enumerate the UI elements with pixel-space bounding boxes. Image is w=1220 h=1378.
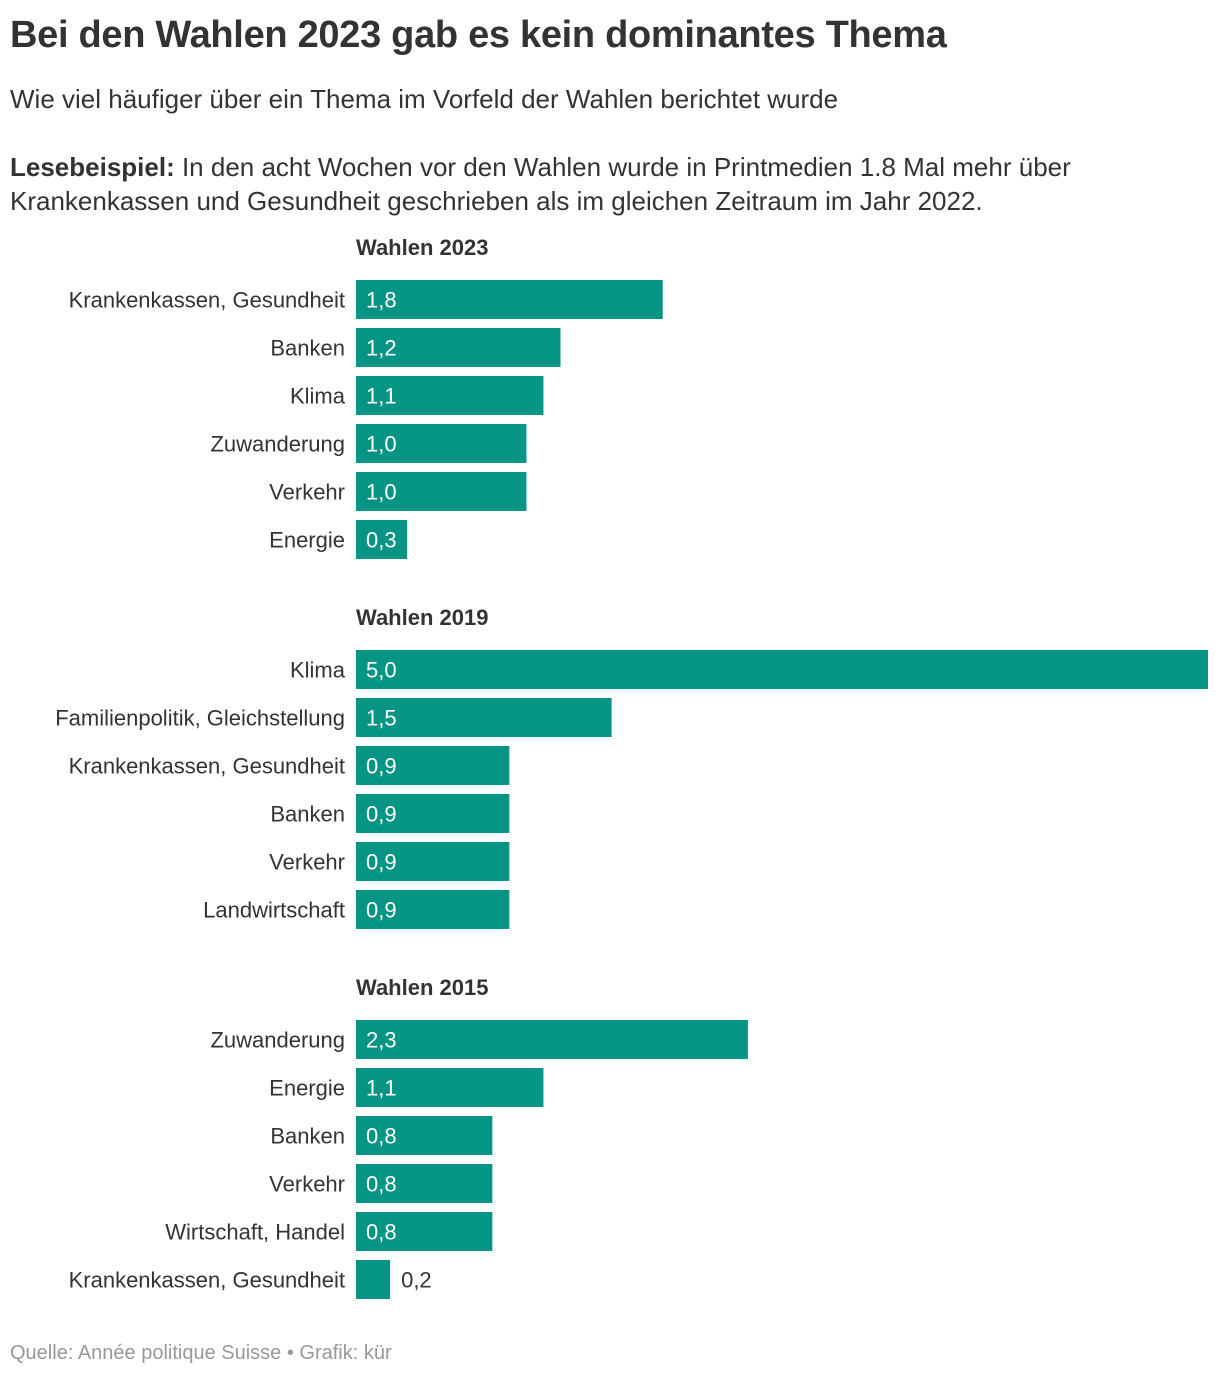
category-label: Energie — [269, 528, 345, 553]
category-label: Krankenkassen, Gesundheit — [69, 754, 345, 779]
reading-example-text: In den acht Wochen vor den Wahlen wurde … — [10, 152, 1071, 216]
panel-1: Wahlen 2023 Krankenkassen, Gesundheit 1,8 B… — [69, 235, 663, 559]
bar — [356, 650, 1208, 689]
bar — [356, 1164, 493, 1203]
bar — [356, 842, 510, 881]
bar — [356, 520, 408, 559]
value-label: 1,2 — [366, 336, 397, 361]
bar — [356, 424, 527, 463]
bar — [356, 890, 510, 929]
category-label: Verkehr — [269, 1172, 345, 1197]
source-note: Quelle: Année politique Suisse • Grafik:… — [10, 1342, 392, 1364]
bar — [356, 376, 544, 415]
category-label: Energie — [269, 1076, 345, 1101]
value-label: 0,8 — [366, 1172, 397, 1197]
value-label: 0,9 — [366, 850, 397, 875]
value-label: 0,9 — [366, 802, 397, 827]
category-label: Banken — [270, 1124, 345, 1149]
category-label: Wirtschaft, Handel — [165, 1220, 345, 1245]
bar — [356, 1068, 544, 1107]
category-label: Landwirtschaft — [203, 898, 345, 923]
bar — [356, 746, 510, 785]
category-label: Krankenkassen, Gesundheit — [69, 1268, 345, 1293]
bar — [356, 1212, 493, 1251]
value-label: 1,1 — [366, 384, 397, 409]
chart-title: Bei den Wahlen 2023 gab es kein dominant… — [10, 14, 947, 56]
panel-title: Wahlen 2023 — [356, 235, 488, 260]
category-label: Klima — [290, 384, 346, 409]
value-label: 0,9 — [366, 754, 397, 779]
bar — [356, 328, 561, 367]
bar-chart: Wahlen 2023 Krankenkassen, Gesundheit 1,8 B… — [55, 235, 1208, 1299]
bar — [356, 1260, 391, 1299]
value-label: 1,1 — [366, 1076, 397, 1101]
category-label: Banken — [270, 802, 345, 827]
category-label: Zuwanderung — [210, 432, 345, 457]
value-label: 1,0 — [366, 432, 397, 457]
panel-3: Wahlen 2015 Zuwanderung 2,3 Energie 1,1 Banke… — [69, 975, 748, 1299]
value-label: 1,0 — [366, 480, 397, 505]
category-label: Banken — [270, 336, 345, 361]
bar — [356, 698, 612, 737]
category-label: Familienpolitik, Gleichstellung — [55, 706, 345, 731]
category-label: Verkehr — [269, 480, 345, 505]
value-label: 2,3 — [366, 1028, 397, 1053]
reading-example-lead: Lesebeispiel: — [10, 152, 175, 182]
bar — [356, 472, 527, 511]
bar — [356, 1020, 748, 1059]
value-label: 0,8 — [366, 1220, 397, 1245]
bar — [356, 794, 510, 833]
panel-title: Wahlen 2015 — [356, 975, 488, 1000]
panel-2: Wahlen 2019 Klima 5,0 Familienpolitik, Glei… — [55, 605, 1208, 929]
value-label: 0,9 — [366, 898, 397, 923]
category-label: Klima — [290, 658, 346, 683]
value-label: 1,5 — [366, 706, 397, 731]
category-label: Verkehr — [269, 850, 345, 875]
value-label: 0,2 — [401, 1268, 432, 1293]
value-label: 0,3 — [366, 528, 397, 553]
bar — [356, 1116, 493, 1155]
chart-subtitle: Wie viel häufiger über ein Thema im Vorf… — [10, 84, 839, 114]
value-label: 1,8 — [366, 288, 397, 313]
panel-title: Wahlen 2019 — [356, 605, 488, 630]
category-label: Zuwanderung — [210, 1028, 345, 1053]
value-label: 0,8 — [366, 1124, 397, 1149]
category-label: Krankenkassen, Gesundheit — [69, 288, 345, 313]
reading-example: Lesebeispiel: In den acht Wochen vor den… — [10, 150, 1200, 218]
value-label: 5,0 — [366, 658, 397, 683]
bar — [356, 280, 663, 319]
